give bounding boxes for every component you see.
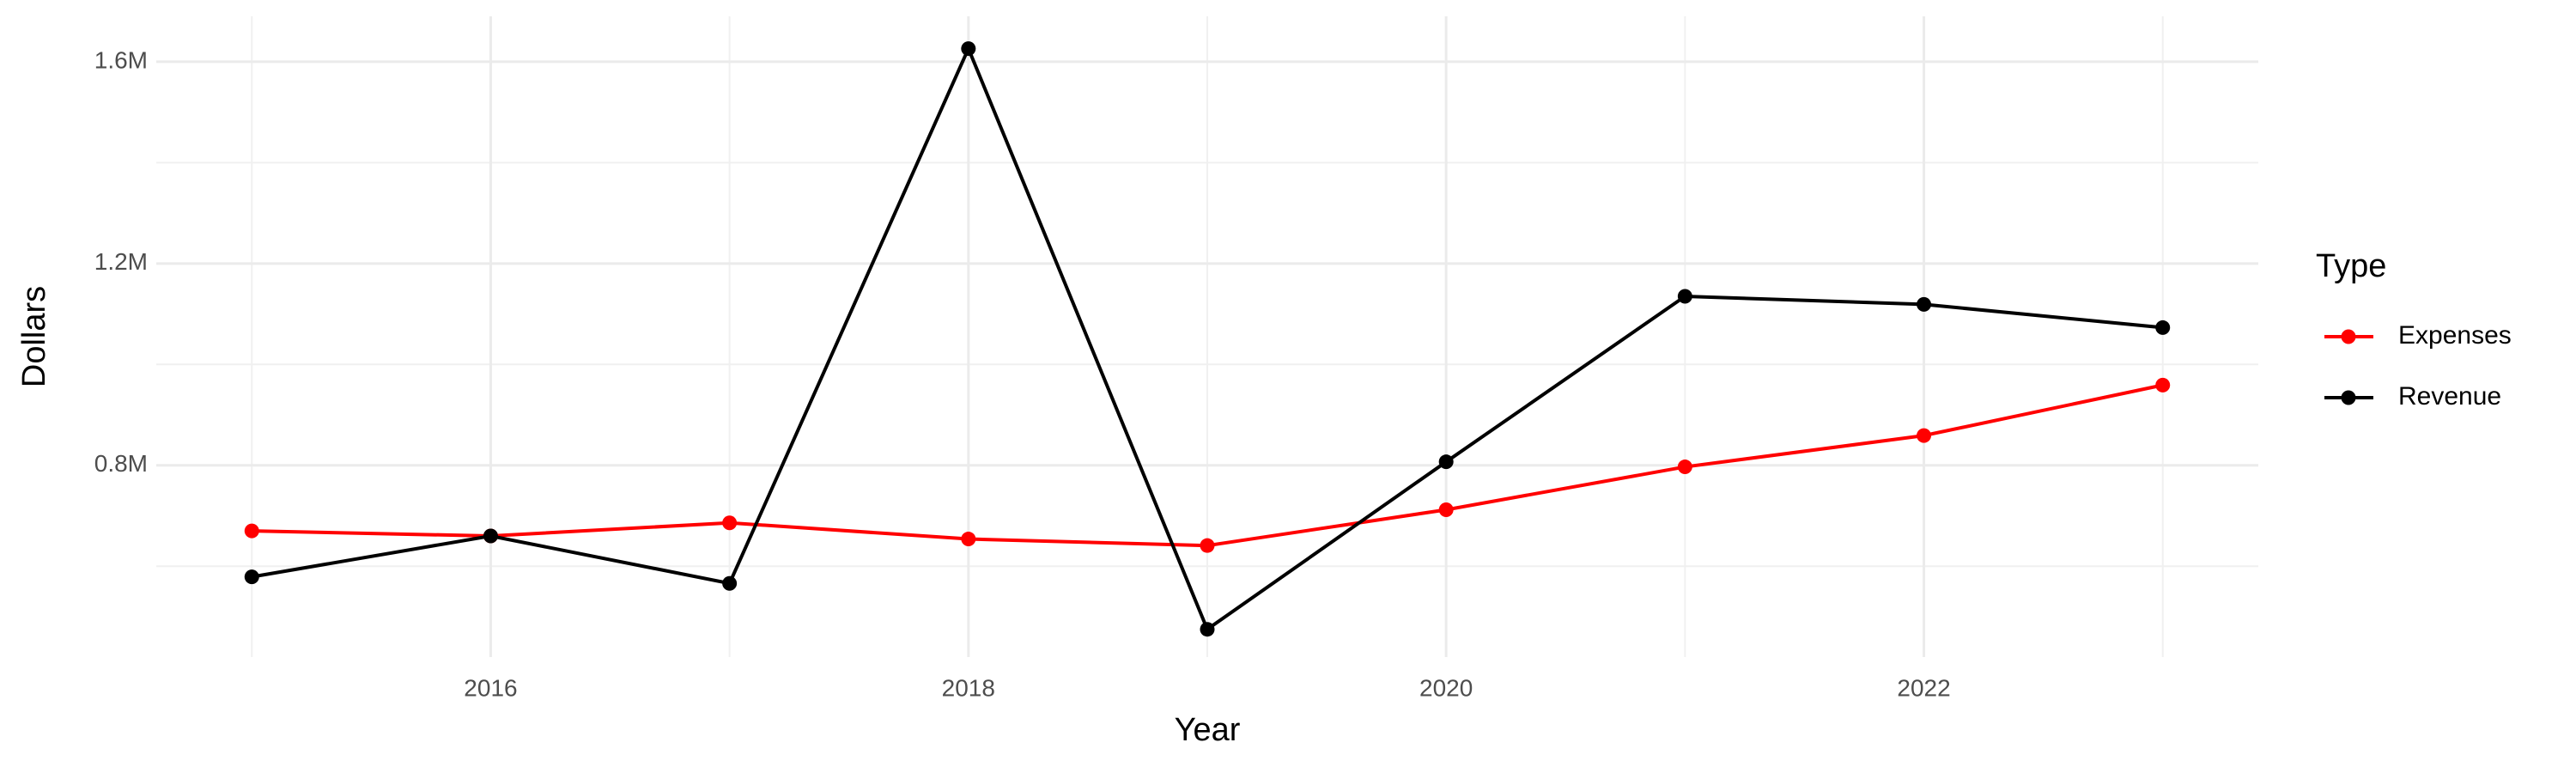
data-point (722, 575, 738, 591)
data-point (722, 515, 738, 531)
data-point (1200, 622, 1215, 637)
legend-title: Type (2316, 248, 2386, 284)
x-tick-label: 2016 (464, 674, 517, 701)
data-point (1438, 454, 1454, 470)
data-point (2155, 320, 2171, 335)
legend-label: Expenses (2398, 321, 2512, 350)
data-point (1917, 296, 1932, 312)
data-point (2155, 377, 2171, 393)
legend-point (2341, 390, 2356, 405)
x-axis-title: Year (1175, 712, 1241, 748)
data-point (483, 528, 498, 544)
data-point (244, 523, 259, 539)
x-tick-label: 2018 (942, 674, 995, 701)
y-tick-label: 0.8M (94, 450, 148, 477)
data-point (244, 569, 259, 585)
data-point (961, 41, 976, 57)
data-point (1677, 460, 1692, 475)
x-tick-label: 2022 (1897, 674, 1950, 701)
y-tick-label: 1.2M (94, 248, 148, 275)
x-tick-label: 2020 (1419, 674, 1473, 701)
data-point (1438, 502, 1454, 517)
legend-point (2341, 329, 2356, 344)
data-point (1200, 538, 1215, 553)
data-point (1677, 289, 1692, 304)
data-point (961, 532, 976, 547)
y-tick-label: 1.6M (94, 46, 148, 73)
data-point (1917, 428, 1932, 443)
legend-label: Revenue (2398, 382, 2501, 411)
y-axis-title: Dollars (16, 286, 52, 387)
